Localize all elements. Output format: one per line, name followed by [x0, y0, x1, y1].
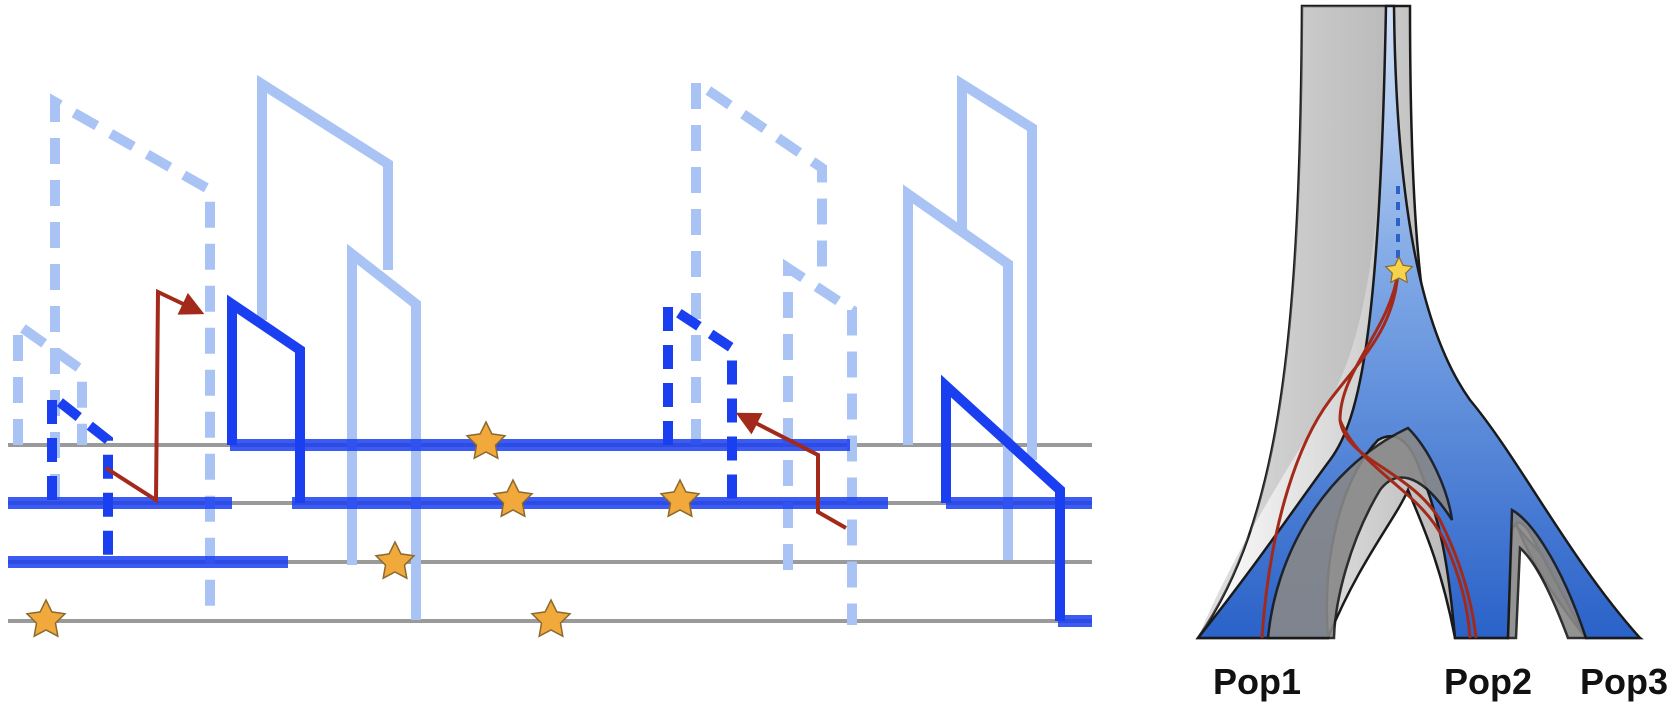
- dashed-strong-tree-a: [47, 385, 113, 562]
- dashed-tree-a: [50, 93, 215, 612]
- haplotype-tracks: [8, 443, 1092, 623]
- population-tree-left-shade: [1198, 6, 1385, 638]
- star-icon: [530, 598, 572, 638]
- mutation-stars: [25, 420, 701, 638]
- gene-lineage-2: [1338, 271, 1478, 639]
- star-icon: [25, 598, 67, 638]
- solid-tree-d: [957, 74, 1037, 460]
- gene-lineage-1: [1260, 271, 1400, 639]
- star-icon: [659, 478, 701, 518]
- migration-path-b: [735, 412, 847, 530]
- solid-light-trees: [257, 74, 1037, 620]
- population-label-pop1: Pop1: [1213, 661, 1301, 702]
- solid-tree-a: [257, 74, 393, 320]
- population-split-wedge-right: [1506, 507, 1588, 640]
- strong-haplotype-segments: [8, 439, 1092, 627]
- dashed-tree-d: [783, 258, 857, 625]
- solid-strong-trees: [227, 294, 1065, 621]
- strong-tree-b: [941, 374, 1065, 621]
- population-split-wedge: [1266, 426, 1454, 640]
- population-label-pop2: Pop2: [1444, 661, 1532, 702]
- dashed-light-trees: [13, 72, 857, 625]
- migration-path-a: [104, 288, 205, 504]
- gene-lineages: [1260, 271, 1478, 639]
- solid-tree-b: [347, 243, 421, 620]
- star-icon: [492, 478, 534, 518]
- right-panel: Pop1 Pop2 Pop3: [1195, 4, 1668, 702]
- population-lineage-blue: [1195, 4, 1643, 640]
- dashed-strong-trees: [47, 296, 737, 562]
- population-label-pop3: Pop3: [1580, 661, 1668, 702]
- migration-paths: [104, 288, 847, 530]
- dashed-tree-b: [13, 315, 87, 445]
- star-icon: [374, 540, 416, 580]
- strong-tree-a: [227, 294, 305, 503]
- gene-lineage-3: [1338, 419, 1472, 639]
- star-icon: [465, 420, 507, 460]
- left-panel: [8, 72, 1092, 638]
- dashed-tree-c: [691, 72, 827, 445]
- star-icon: [1384, 255, 1414, 284]
